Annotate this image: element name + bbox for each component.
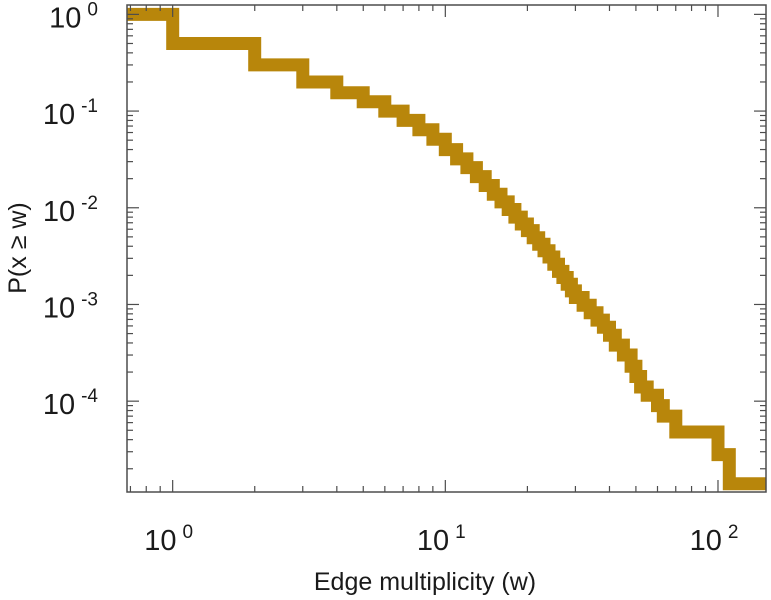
x-tick-label: 10 1 <box>417 522 466 557</box>
plot-frame <box>126 4 767 493</box>
y-axis-label: P(x ≥ w) <box>4 202 32 294</box>
axis-ticks <box>127 5 766 492</box>
tick-labels: 10 0 10 1 10 2 10 0 10 -1 10 -2 10 -3 10 -4 <box>43 0 739 557</box>
y-tick-label: 10 0 <box>49 0 98 34</box>
x-axis-label: Edge multiplicity (w) <box>314 568 536 596</box>
x-tick-label: 10 2 <box>690 522 739 557</box>
plot-area <box>127 7 766 491</box>
y-tick-label: 10 -1 <box>43 96 98 131</box>
y-tick-label: 10 -3 <box>43 289 98 324</box>
x-tick-label: 10 0 <box>144 522 193 557</box>
y-tick-label: 10 -4 <box>43 386 99 421</box>
y-tick-label: 10 -2 <box>43 193 98 228</box>
series-line <box>127 7 766 491</box>
